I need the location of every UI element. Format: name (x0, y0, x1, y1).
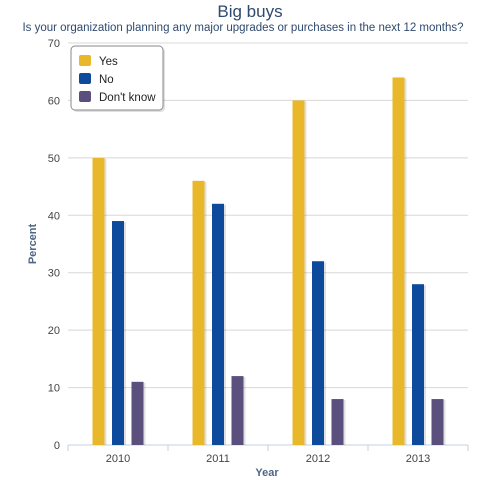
y-tick-label-30: 30 (48, 268, 60, 280)
bar-don-t-know-2013[interactable] (431, 399, 444, 445)
x-tick-label-2013: 2013 (406, 453, 430, 465)
legend-swatch-yes[interactable] (79, 55, 91, 66)
bar-no-2013[interactable] (412, 284, 424, 445)
x-tick-label-2010: 2010 (106, 453, 130, 465)
y-axis-title: Percent (27, 223, 39, 264)
bar-don-t-know-2012[interactable] (331, 399, 344, 445)
bar-no-2012[interactable] (312, 261, 324, 445)
y-tick-label-0: 0 (54, 440, 60, 452)
x-axis-title: Year (255, 467, 279, 479)
bar-yes-2011[interactable] (192, 180, 205, 446)
bar-yes-2013[interactable] (392, 77, 405, 445)
x-tick-label-2011: 2011 (206, 453, 230, 465)
y-tick-label-10: 10 (48, 383, 60, 395)
legend-swatch-no[interactable] (79, 73, 91, 84)
y-tick-label-40: 40 (48, 210, 60, 222)
legend-label-yes[interactable]: Yes (99, 56, 118, 68)
bars (92, 77, 446, 446)
bar-don-t-know-2010[interactable] (131, 381, 144, 445)
legend-box (70, 45, 164, 111)
chart-subtitle: Is your organization planning any major … (22, 22, 463, 34)
legend-swatch-don-t-know[interactable] (79, 91, 91, 102)
y-tick-label-20: 20 (48, 325, 60, 337)
bar-yes-2012[interactable] (292, 100, 305, 445)
x-axis: 2010 2011 2012 2013 (67, 445, 469, 465)
legend-label-don-t-know[interactable]: Don't know (99, 92, 156, 104)
y-tick-label-70: 70 (48, 38, 60, 50)
x-tick-label-2012: 2012 (306, 453, 330, 465)
bar-no-2011[interactable] (212, 203, 224, 445)
legend[interactable]: Yes No Don't know (70, 45, 165, 112)
bar-yes-2010[interactable] (92, 157, 105, 445)
legend-label-no[interactable]: No (99, 74, 114, 86)
chart-title: Big buys (217, 2, 282, 21)
bar-no-2010[interactable] (112, 221, 124, 445)
y-tick-label-60: 60 (48, 95, 60, 107)
y-axis: 0 10 20 30 40 50 60 70 (48, 38, 60, 452)
bar-don-t-know-2011[interactable] (231, 376, 244, 445)
y-tick-label-50: 50 (48, 153, 60, 165)
